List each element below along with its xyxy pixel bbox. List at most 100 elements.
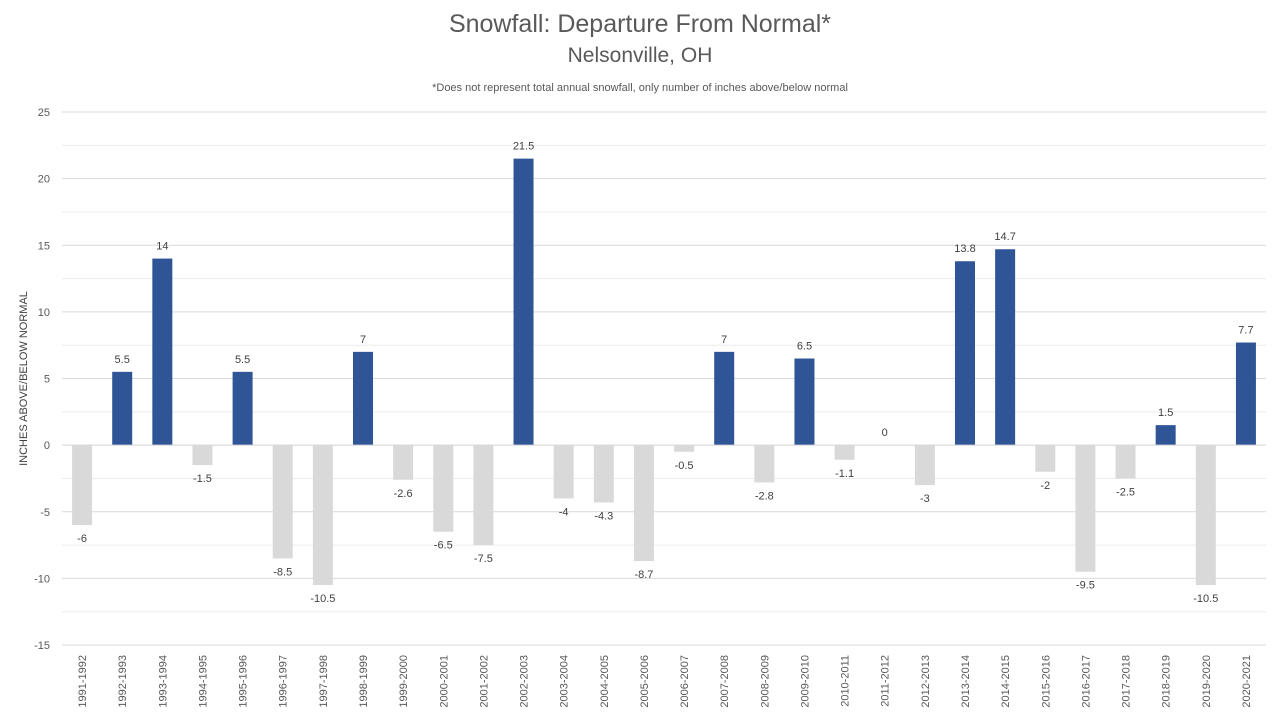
data-label: 7: [360, 334, 366, 346]
bar: [1075, 445, 1096, 572]
chart-note: *Does not represent total annual snowfal…: [432, 82, 848, 94]
bar: [674, 445, 695, 452]
bar: [192, 445, 213, 466]
data-label: -2.8: [755, 490, 774, 502]
data-label: -3: [920, 493, 930, 505]
data-label: -10.5: [1193, 593, 1218, 605]
bar: [312, 445, 333, 586]
data-label: 7.7: [1238, 325, 1253, 337]
bar: [1195, 445, 1216, 586]
y-tick-label: 0: [44, 440, 50, 452]
bar: [714, 351, 735, 446]
data-label: 7: [721, 334, 727, 346]
data-label: -2: [1040, 480, 1050, 492]
data-label: -1.5: [193, 473, 212, 485]
y-tick-label: 10: [38, 307, 50, 319]
bar: [232, 371, 253, 446]
bar: [1155, 425, 1176, 446]
bar: [955, 261, 975, 446]
bar: [593, 445, 614, 503]
data-label: 0: [882, 427, 888, 439]
x-tick-label: 2000-2001: [438, 655, 450, 708]
bar: [473, 445, 494, 546]
chart-title: Snowfall: Departure From Normal*: [448, 10, 832, 38]
data-label: 14.7: [994, 231, 1015, 243]
x-tick-label: 2008-2009: [759, 655, 771, 708]
x-tick-label: 2013-2014: [960, 655, 972, 708]
x-tick-label: 1997-1998: [318, 655, 330, 708]
data-label: 1.5: [1158, 407, 1173, 419]
data-label: -1.1: [835, 468, 854, 480]
data-label: -2.6: [394, 488, 413, 500]
y-tick-label: 25: [38, 107, 50, 119]
data-label: -4: [559, 506, 569, 518]
x-tick-label: 2011-2012: [880, 655, 892, 707]
bar: [754, 445, 775, 483]
x-tick-label: 1994-1995: [197, 655, 209, 708]
data-label: -4.3: [594, 510, 613, 522]
bar: [513, 158, 534, 446]
bar: [152, 258, 173, 446]
data-label: -6.5: [434, 540, 453, 552]
x-tick-label: 2014-2015: [1000, 655, 1012, 708]
x-tick-label: 2003-2004: [559, 655, 571, 708]
x-tick-label: 2017-2018: [1121, 655, 1133, 708]
data-label: -7.5: [474, 553, 493, 565]
bar: [353, 351, 373, 446]
x-tick-label: 2010-2011: [840, 655, 852, 707]
y-axis-label: INCHES ABOVE/BELOW NORMAL: [18, 291, 30, 466]
data-label: -8.7: [634, 569, 653, 581]
bar: [794, 358, 815, 446]
bar: [995, 249, 1016, 446]
x-tick-label: 2019-2020: [1201, 655, 1213, 708]
bar: [1235, 342, 1256, 446]
x-tick-label: 1998-1999: [358, 655, 370, 708]
data-label: 6.5: [797, 341, 812, 353]
data-label: 5.5: [235, 354, 250, 366]
x-tick-label: 2009-2010: [799, 655, 811, 708]
bar: [272, 445, 293, 559]
bar: [393, 445, 414, 480]
bar: [72, 445, 93, 526]
x-tick-label: 2004-2005: [599, 655, 611, 708]
x-tick-label: 2007-2008: [719, 655, 731, 708]
x-tick-label: 2005-2006: [639, 655, 651, 708]
data-label: -10.5: [310, 593, 335, 605]
data-label: -0.5: [675, 460, 694, 472]
bar: [633, 445, 654, 562]
data-label: -6: [77, 533, 87, 545]
y-tick-label: -10: [34, 573, 50, 585]
bar: [1035, 445, 1056, 472]
data-label: -8.5: [273, 566, 292, 578]
bar: [433, 445, 454, 532]
x-tick-label: 2015-2016: [1040, 655, 1052, 708]
bar: [1115, 445, 1136, 479]
y-tick-label: 5: [44, 374, 50, 386]
x-tick-label: 1992-1993: [117, 655, 129, 708]
bar: [112, 371, 133, 446]
bar: [553, 445, 574, 499]
data-label: -9.5: [1076, 580, 1095, 592]
data-label: 13.8: [954, 243, 975, 255]
y-tick-label: -15: [34, 640, 50, 652]
x-tick-label: 2012-2013: [920, 655, 932, 708]
x-tick-label: 2018-2019: [1161, 655, 1173, 708]
y-tick-label: 20: [38, 174, 50, 186]
x-tick-label: 2006-2007: [679, 655, 691, 708]
x-tick-label: 2001-2002: [478, 655, 490, 708]
chart-subtitle: Nelsonville, OH: [567, 44, 713, 67]
data-label: 14: [156, 241, 168, 253]
x-tick-label: 1999-2000: [398, 655, 410, 708]
x-tick-label: 1996-1997: [278, 655, 290, 708]
x-tick-label: 1993-1994: [157, 655, 169, 708]
x-tick-label: 2002-2003: [519, 655, 531, 708]
data-label: 21.5: [513, 141, 534, 153]
y-tick-label: 15: [38, 240, 50, 252]
data-label: -2.5: [1116, 486, 1135, 498]
x-tick-label: 1991-1992: [77, 655, 89, 708]
x-tick-label: 1995-1996: [238, 655, 250, 708]
bar: [834, 445, 855, 460]
x-tick-label: 2016-2017: [1080, 655, 1092, 708]
